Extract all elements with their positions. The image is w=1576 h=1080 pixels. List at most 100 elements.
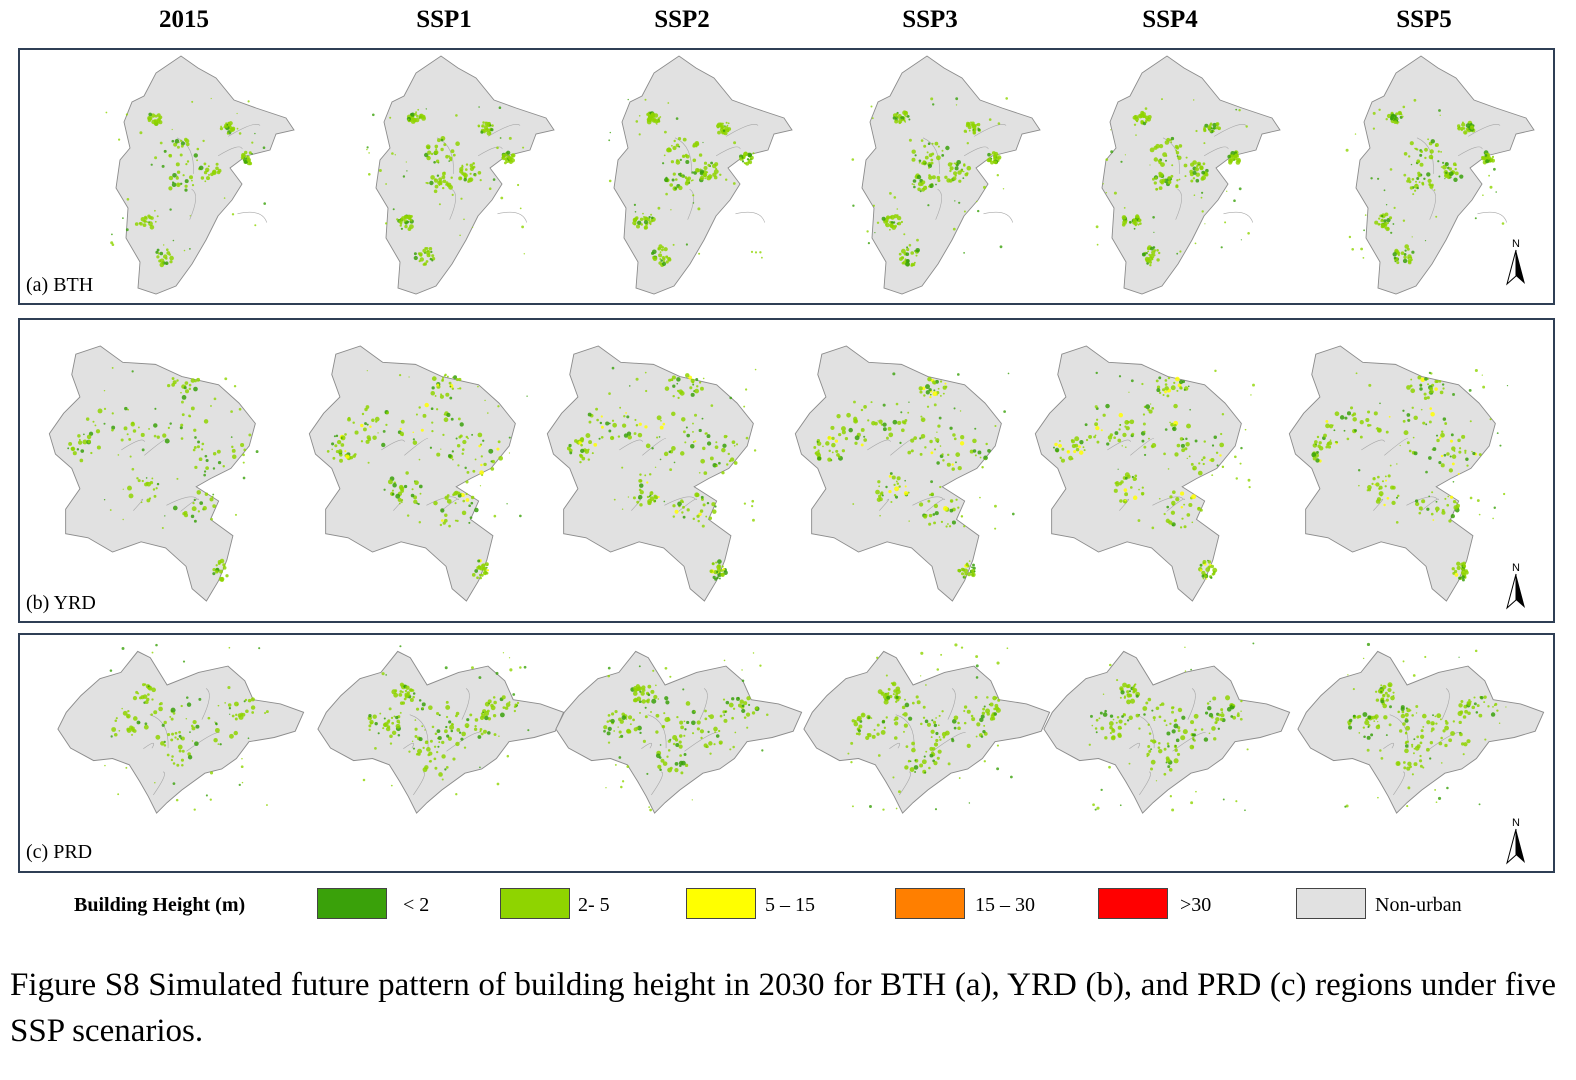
urban-pixel <box>222 465 225 468</box>
urban-pixel <box>979 717 984 723</box>
urban-pixel <box>672 145 677 151</box>
urban-pixel <box>1171 164 1174 167</box>
urban-pixel <box>1161 178 1166 183</box>
urban-pixel <box>626 765 630 768</box>
urban-pixel <box>708 714 711 718</box>
urban-pixel <box>1402 105 1406 109</box>
urban-pixel <box>1421 499 1426 504</box>
urban-pixel <box>751 505 754 508</box>
urban-pixel <box>200 448 204 451</box>
urban-pixel <box>1393 116 1399 122</box>
urban-pixel <box>167 384 171 388</box>
urban-pixel <box>1472 451 1476 456</box>
urban-pixel <box>1385 118 1388 121</box>
urban-pixel <box>652 256 658 261</box>
urban-pixel <box>1158 391 1162 395</box>
urban-pixel <box>983 185 986 189</box>
urban-pixel <box>220 125 222 128</box>
urban-pixel <box>1375 482 1380 487</box>
urban-pixel <box>901 705 906 710</box>
urban-pixel <box>988 118 992 121</box>
urban-pixel <box>462 172 467 177</box>
admin-boundary <box>201 688 210 720</box>
admin-boundary <box>899 771 911 796</box>
urban-pixel <box>1503 492 1506 496</box>
urban-pixel <box>521 225 524 229</box>
urban-pixel <box>879 514 881 517</box>
urban-pixel <box>1440 151 1442 153</box>
urban-pixel <box>1464 449 1467 453</box>
urban-pixel <box>1190 720 1195 725</box>
urban-pixel <box>1334 411 1340 417</box>
urban-pixel <box>596 418 599 422</box>
urban-pixel <box>1367 488 1372 492</box>
urban-pixel <box>1391 500 1396 506</box>
urban-pixel <box>1156 385 1161 389</box>
urban-pixel <box>996 661 1000 665</box>
urban-pixel <box>1105 403 1110 409</box>
urban-pixel <box>1485 159 1490 164</box>
urban-pixel <box>752 152 755 155</box>
urban-pixel <box>470 501 474 505</box>
urban-pixel <box>418 521 422 524</box>
urban-pixel <box>1411 714 1414 717</box>
urban-pixel <box>450 176 453 179</box>
urban-pixel <box>180 704 183 708</box>
urban-pixel <box>933 521 936 525</box>
urban-pixel <box>408 750 411 753</box>
urban-pixel <box>1424 377 1428 381</box>
urban-pixel <box>1444 422 1448 425</box>
urban-pixel <box>479 766 481 769</box>
urban-pixel <box>1459 174 1464 179</box>
figure-caption: Figure S8 Simulated future pattern of bu… <box>10 967 1556 1049</box>
urban-pixel <box>916 700 921 705</box>
urban-pixel <box>1167 765 1171 769</box>
urban-pixel <box>1150 739 1153 743</box>
urban-pixel <box>1438 741 1443 746</box>
admin-boundary <box>1203 146 1229 157</box>
urban-pixel <box>993 707 996 711</box>
urban-pixel <box>1419 754 1422 758</box>
urban-pixel <box>479 730 482 733</box>
urban-pixel <box>680 771 684 775</box>
urban-pixel <box>385 423 388 426</box>
urban-pixel <box>1152 216 1155 219</box>
urban-pixel <box>1200 728 1204 731</box>
urban-pixel <box>1409 186 1414 190</box>
urban-pixel <box>1167 745 1170 748</box>
urban-pixel <box>484 399 486 402</box>
urban-pixel <box>113 732 118 737</box>
urban-pixel <box>890 682 893 685</box>
urban-pixel <box>480 564 484 567</box>
urban-pixel <box>231 445 234 449</box>
urban-pixel <box>404 224 408 229</box>
urban-pixel <box>1392 694 1395 697</box>
urban-pixel <box>646 481 649 484</box>
urban-pixel <box>1126 699 1131 705</box>
urban-pixel <box>369 425 372 429</box>
urban-pixel <box>638 115 641 117</box>
admin-boundary <box>1384 438 1409 456</box>
urban-pixel <box>625 718 628 720</box>
urban-pixel <box>697 519 700 523</box>
urban-pixel <box>893 483 896 487</box>
urban-pixel <box>993 154 997 159</box>
urban-pixel <box>674 768 679 773</box>
urban-pixel <box>398 502 401 505</box>
urban-pixel <box>759 664 762 667</box>
urban-pixel <box>731 716 734 720</box>
urban-pixel <box>736 443 739 446</box>
urban-pixel <box>657 206 661 210</box>
urban-pixel <box>683 155 685 157</box>
urban-pixel <box>994 424 997 427</box>
urban-pixel <box>665 260 669 264</box>
urban-pixel <box>414 727 418 731</box>
urban-pixel <box>377 732 380 735</box>
urban-pixel <box>488 448 494 454</box>
urban-pixel <box>1422 725 1425 728</box>
urban-pixel <box>1167 468 1170 470</box>
urban-pixel <box>691 381 695 384</box>
urban-pixel <box>205 794 208 797</box>
urban-pixel <box>240 443 245 448</box>
urban-pixel <box>1184 175 1187 178</box>
